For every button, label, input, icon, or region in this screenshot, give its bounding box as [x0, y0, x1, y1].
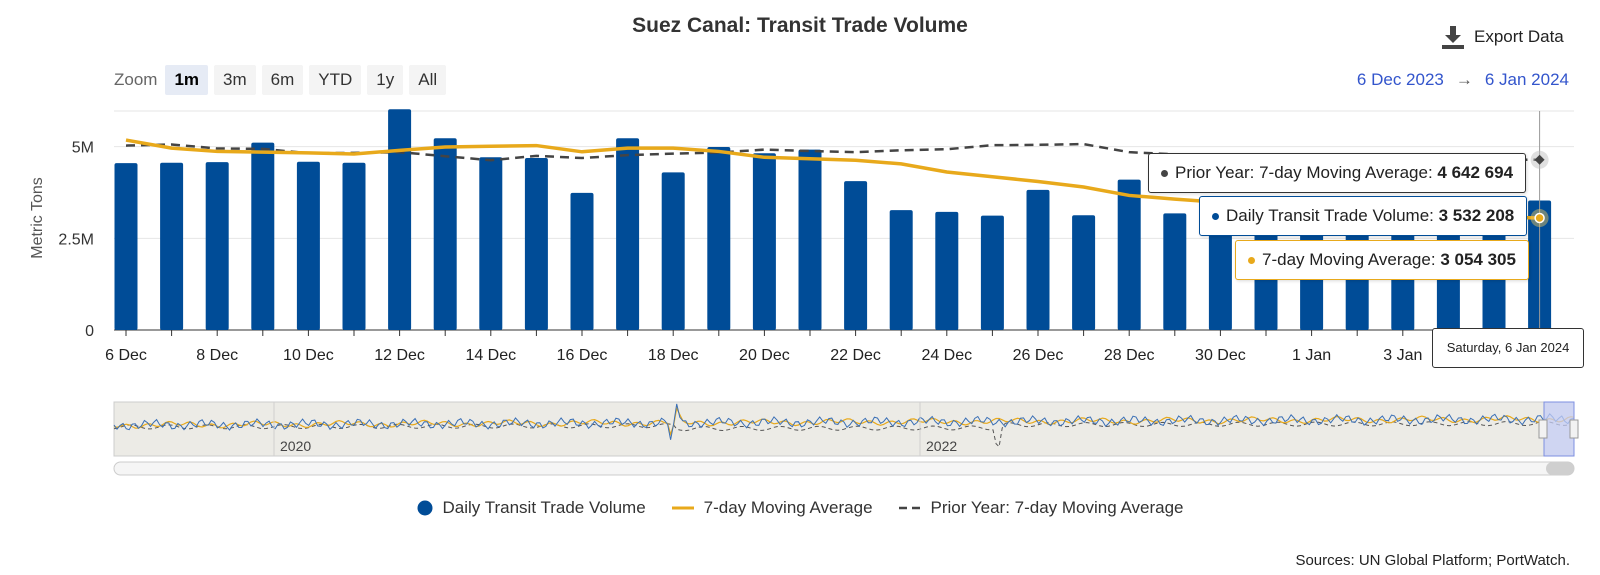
tooltip-daily-volume: Daily Transit Trade Volume: 3 532 208	[1199, 196, 1528, 236]
bar[interactable]	[524, 158, 548, 330]
range-to[interactable]: 6 Jan 2024	[1484, 70, 1569, 89]
legend-label-prior-year: Prior Year: 7-day Moving Average	[930, 498, 1184, 517]
x-tick-label: 28 Dec	[1104, 347, 1155, 364]
x-tick-label: 8 Dec	[196, 347, 238, 364]
legend-item-daily[interactable]: Daily Transit Trade Volume	[417, 498, 646, 518]
zoom-6m-button[interactable]: 6m	[261, 65, 304, 95]
bar[interactable]	[570, 192, 594, 330]
bar[interactable]	[1072, 215, 1096, 330]
bar[interactable]	[661, 172, 685, 330]
legend-item-moving-average[interactable]: 7-day Moving Average	[671, 498, 873, 518]
tooltip-ma-dot	[1248, 257, 1255, 265]
bar[interactable]	[1117, 179, 1141, 330]
bar[interactable]	[1026, 189, 1050, 330]
hover-marker-prior	[1534, 154, 1545, 165]
tooltip-daily-dot	[1212, 213, 1219, 221]
x-tick-label: 24 Dec	[921, 347, 972, 364]
legend-dashed-line-icon	[898, 506, 921, 510]
tooltip-prior-label: Prior Year: 7-day Moving Average:	[1175, 163, 1433, 182]
x-tick-label: 22 Dec	[830, 347, 881, 364]
zoom-3m-button[interactable]: 3m	[214, 65, 256, 95]
date-range: 6 Dec 2023 → 6 Jan 2024	[1357, 70, 1569, 90]
zoom-ytd-button[interactable]: YTD	[309, 65, 362, 95]
x-tick-label: 10 Dec	[283, 347, 334, 364]
x-tick-label: 18 Dec	[648, 347, 699, 364]
bar[interactable]	[342, 162, 366, 330]
navigator-right-handle[interactable]	[1569, 419, 1579, 439]
navigator-label-2020: 2020	[280, 438, 311, 454]
navigator-daily-line	[113, 403, 1575, 440]
tooltip-prior-dot	[1161, 170, 1168, 178]
x-tick-label: 30 Dec	[1195, 347, 1246, 364]
navigator-selection[interactable]	[1543, 401, 1575, 457]
zoom-1y-button[interactable]: 1y	[367, 65, 404, 95]
tooltip-ma-value: 3 054 305	[1440, 250, 1516, 269]
bar[interactable]	[251, 142, 275, 330]
bar[interactable]	[205, 162, 229, 330]
navigator-label-2022: 2022	[926, 438, 957, 454]
legend-label-daily: Daily Transit Trade Volume	[442, 498, 646, 517]
navigator-prior-line	[113, 420, 1575, 448]
legend: Daily Transit Trade Volume 7-day Moving …	[0, 498, 1600, 518]
x-tick-label: 16 Dec	[557, 347, 608, 364]
y-tick-label: 5M	[72, 140, 94, 157]
export-data-label: Export Data	[1474, 27, 1564, 46]
source-note: Sources: UN Global Platform; PortWatch.	[1295, 552, 1570, 569]
x-tick-label: 14 Dec	[465, 347, 516, 364]
legend-circle-icon	[417, 500, 433, 516]
tooltip-daily-label: Daily Transit Trade Volume:	[1226, 206, 1434, 225]
zoom-all-button[interactable]: All	[409, 65, 447, 95]
export-data-button[interactable]: Export Data	[1440, 24, 1564, 50]
bar[interactable]	[616, 138, 640, 330]
range-from[interactable]: 6 Dec 2023	[1356, 70, 1444, 89]
legend-solid-line-icon	[671, 506, 694, 510]
bar[interactable]	[160, 162, 184, 330]
tooltip-daily-value: 3 532 208	[1438, 206, 1515, 225]
chart-title: Suez Canal: Transit Trade Volume	[632, 14, 968, 37]
bar[interactable]	[935, 211, 959, 330]
chart-svg: Metric Tons 0 2.5M 5M 6 Dec 8 Dec 10 Dec 12 D…	[29, 109, 1579, 476]
range-arrow: →	[1455, 70, 1473, 89]
tooltip-date: Saturday, 6 Jan 2024	[1432, 328, 1584, 368]
bar[interactable]	[889, 210, 913, 330]
prior-year-line[interactable]	[125, 142, 1540, 162]
bar[interactable]	[798, 149, 822, 330]
x-tick-label: 6 Dec	[105, 347, 147, 364]
x-tick-label: 1 Jan	[1292, 347, 1331, 364]
zoom-1m-button[interactable]: 1m	[165, 65, 209, 95]
download-icon	[1442, 26, 1464, 49]
tooltip-prior-year: Prior Year: 7-day Moving Average: 4 642 …	[1148, 153, 1527, 193]
legend-item-prior-year[interactable]: Prior Year: 7-day Moving Average	[898, 498, 1184, 518]
x-tick-label: 12 Dec	[374, 347, 425, 364]
y-tick-label: 0	[85, 323, 94, 340]
zoom-selector: Zoom 1m 3m 6m YTD 1y All	[114, 65, 447, 95]
tooltip-prior-value: 4 642 694	[1437, 163, 1514, 182]
x-tick-label: 26 Dec	[1013, 347, 1064, 364]
legend-label-moving-average: 7-day Moving Average	[703, 498, 873, 517]
bar[interactable]	[114, 163, 138, 330]
bar[interactable]	[980, 215, 1004, 330]
bar[interactable]	[433, 138, 457, 330]
hover-marker-ma	[1534, 212, 1545, 224]
zoom-label: Zoom	[114, 70, 158, 89]
bar[interactable]	[1163, 213, 1187, 330]
navigator-ma-line	[113, 406, 1575, 437]
y-tick-label: 2.5M	[58, 231, 94, 248]
bar[interactable]	[296, 161, 320, 330]
navigator-left-handle[interactable]	[1538, 419, 1548, 439]
navigator-scrollbar-thumb[interactable]	[1546, 462, 1574, 475]
y-axis-title: Metric Tons	[29, 177, 46, 259]
tooltip-ma-label: 7-day Moving Average:	[1262, 250, 1436, 269]
tooltip-moving-average: 7-day Moving Average: 3 054 305	[1235, 240, 1529, 280]
x-tick-label: 3 Jan	[1383, 347, 1422, 364]
bar[interactable]	[844, 181, 868, 330]
bar[interactable]	[752, 153, 776, 330]
x-tick-label: 20 Dec	[739, 347, 790, 364]
bar[interactable]	[388, 109, 412, 331]
bar[interactable]	[707, 147, 731, 330]
bar[interactable]	[479, 157, 503, 330]
bar[interactable]	[1208, 205, 1232, 330]
navigator-scrollbar[interactable]	[113, 461, 1575, 476]
